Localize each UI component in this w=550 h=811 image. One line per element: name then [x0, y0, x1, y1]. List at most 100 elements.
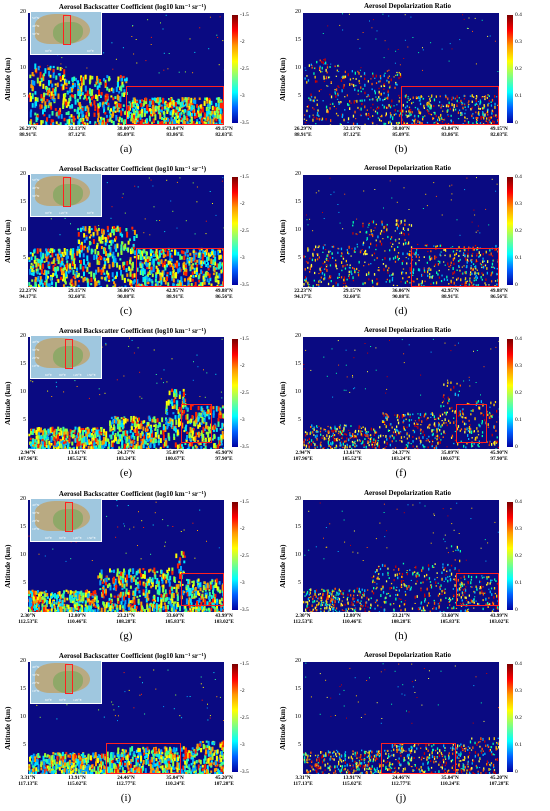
signal-pixel — [106, 438, 108, 442]
y-tick-label: 10 — [287, 65, 301, 71]
signal-pixel — [123, 104, 125, 107]
signal-pixel — [341, 261, 342, 264]
signal-pixel — [119, 117, 121, 120]
noise-pixel — [56, 382, 57, 383]
signal-pixel — [362, 249, 363, 250]
signal-pixel — [372, 445, 373, 448]
signal-pixel — [363, 426, 364, 428]
signal-pixel — [115, 258, 117, 263]
signal-pixel — [35, 277, 37, 282]
signal-pixel — [67, 119, 69, 124]
signal-pixel — [308, 97, 309, 99]
y-tick-label: 15 — [12, 361, 26, 367]
signal-pixel — [417, 244, 418, 245]
signal-pixel — [50, 255, 52, 257]
y-axis-label: Altitude (km) — [3, 219, 12, 263]
noise-pixel — [123, 193, 124, 194]
signal-pixel — [382, 104, 383, 106]
signal-pixel — [41, 269, 43, 274]
signal-pixel — [344, 441, 345, 443]
signal-pixel — [74, 264, 76, 269]
signal-pixel — [406, 419, 407, 421]
signal-pixel — [343, 283, 344, 284]
noise-pixel — [409, 209, 410, 210]
signal-pixel — [79, 442, 81, 447]
signal-pixel — [166, 427, 168, 429]
noise-pixel — [141, 398, 142, 399]
signal-pixel — [105, 97, 107, 102]
signal-pixel — [121, 420, 123, 423]
signal-pixel — [381, 243, 382, 246]
signal-pixel — [153, 445, 155, 448]
signal-pixel — [149, 426, 151, 428]
signal-pixel — [95, 270, 97, 275]
signal-pixel — [82, 430, 84, 436]
signal-pixel — [389, 430, 390, 431]
signal-pixel — [197, 448, 199, 449]
noise-pixel — [32, 381, 33, 382]
signal-pixel — [41, 260, 43, 263]
signal-pixel — [376, 224, 377, 225]
signal-pixel — [390, 121, 391, 123]
signal-pixel — [54, 267, 56, 271]
signal-pixel — [403, 227, 404, 230]
noise-pixel — [163, 29, 164, 30]
signal-pixel — [73, 435, 75, 437]
noise-pixel — [472, 31, 473, 32]
signal-pixel — [30, 441, 32, 443]
signal-pixel — [105, 251, 107, 256]
x-tick-longitude: 86.56°E — [209, 294, 239, 300]
signal-pixel — [385, 413, 386, 415]
signal-pixel — [160, 438, 162, 443]
signal-pixel — [376, 125, 377, 126]
signal-pixel — [339, 428, 340, 430]
noise-pixel — [442, 215, 443, 216]
signal-pixel — [490, 418, 491, 419]
noise-pixel — [89, 398, 90, 399]
signal-pixel — [376, 99, 377, 100]
signal-pixel — [347, 122, 348, 123]
signal-pixel — [337, 438, 338, 440]
noise-pixel — [133, 54, 134, 55]
signal-pixel — [414, 423, 415, 425]
signal-pixel — [394, 248, 395, 251]
signal-pixel — [463, 445, 464, 448]
signal-pixel — [86, 255, 88, 261]
signal-pixel — [57, 67, 59, 70]
y-tick-label: 20 — [287, 9, 301, 15]
noise-pixel — [210, 17, 211, 18]
signal-pixel — [107, 447, 109, 449]
signal-pixel — [356, 268, 357, 270]
signal-pixel — [369, 95, 370, 97]
map-grid-label: 30°N — [32, 194, 39, 198]
signal-pixel — [383, 414, 384, 416]
signal-pixel — [420, 417, 421, 418]
signal-pixel — [84, 240, 86, 243]
signal-pixel — [447, 382, 448, 385]
signal-pixel — [118, 91, 120, 94]
signal-pixel — [171, 399, 173, 402]
signal-pixel — [147, 429, 149, 432]
signal-pixel — [338, 87, 339, 88]
signal-pixel — [372, 234, 373, 237]
signal-pixel — [30, 112, 32, 118]
map-grid-label: 20°N — [32, 356, 39, 360]
signal-pixel — [218, 437, 220, 441]
signal-pixel — [61, 261, 63, 266]
signal-pixel — [309, 258, 310, 260]
signal-pixel — [90, 234, 92, 236]
signal-pixel — [336, 446, 337, 448]
signal-pixel — [372, 282, 373, 284]
signal-pixel — [378, 88, 379, 90]
colorbar-tick-label: -2 — [240, 363, 245, 369]
colorbar-tick-label: -3.5 — [240, 282, 249, 288]
signal-pixel — [368, 118, 369, 120]
signal-pixel — [445, 418, 446, 421]
signal-pixel — [138, 424, 140, 429]
signal-pixel — [218, 418, 220, 421]
signal-pixel — [115, 437, 117, 441]
signal-pixel — [127, 247, 129, 252]
signal-pixel — [52, 111, 54, 116]
signal-pixel — [397, 220, 398, 222]
